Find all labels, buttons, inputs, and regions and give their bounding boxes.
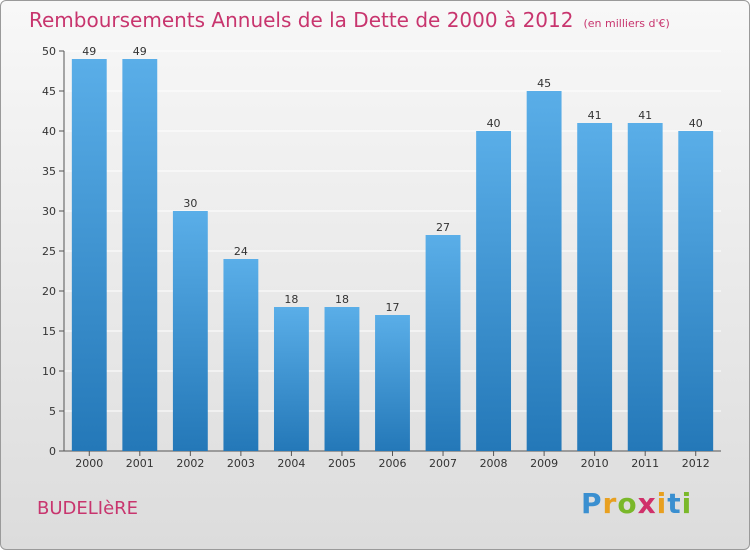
x-tick-label: 2012 xyxy=(682,457,710,470)
x-tick-label: 2007 xyxy=(429,457,457,470)
y-tick-label: 25 xyxy=(42,245,56,258)
x-tick-label: 2008 xyxy=(480,457,508,470)
data-label: 49 xyxy=(82,45,96,58)
data-label: 40 xyxy=(689,117,703,130)
bar xyxy=(375,315,410,451)
chart-title-row: Remboursements Annuels de la Dette de 20… xyxy=(29,8,670,32)
x-tick-label: 2001 xyxy=(126,457,154,470)
bar xyxy=(71,59,107,451)
x-tick-label: 2004 xyxy=(277,457,305,470)
y-tick-label: 5 xyxy=(49,405,56,418)
data-label: 27 xyxy=(436,221,450,234)
data-label: 41 xyxy=(638,109,652,122)
x-tick-label: 2009 xyxy=(530,457,558,470)
logo-letter: o xyxy=(617,487,638,520)
data-label: 18 xyxy=(284,293,298,306)
logo-letter: t xyxy=(667,487,682,520)
y-tick-label: 20 xyxy=(42,285,56,298)
x-tick-label: 2005 xyxy=(328,457,356,470)
data-label: 40 xyxy=(487,117,501,130)
bar xyxy=(324,307,360,451)
logo-letter: r xyxy=(602,487,618,520)
y-tick-label: 30 xyxy=(42,205,56,218)
chart-subtitle: (en milliers d'€) xyxy=(583,17,670,30)
y-tick-label: 15 xyxy=(42,325,56,338)
chart-title: Remboursements Annuels de la Dette de 20… xyxy=(29,8,574,32)
data-label: 24 xyxy=(234,245,248,258)
bars xyxy=(71,59,714,451)
logo-letter: x xyxy=(637,487,657,520)
proxiti-logo[interactable]: Proxiti xyxy=(581,487,692,520)
commune-name: BUDELIèRE xyxy=(37,498,139,519)
logo-letter: i xyxy=(681,487,693,520)
bar xyxy=(526,91,562,451)
x-tick-label: 2006 xyxy=(379,457,407,470)
data-label: 49 xyxy=(133,45,147,58)
x-tick-label: 2002 xyxy=(176,457,204,470)
bar xyxy=(223,259,259,451)
data-label: 45 xyxy=(537,77,551,90)
data-label: 17 xyxy=(386,301,400,314)
y-tick-label: 40 xyxy=(42,125,56,138)
y-tick-label: 45 xyxy=(42,85,56,98)
labels: 0 5 10 15 20 25 30 35 40 45 50 49 2000 49 2001 30 2002 24… xyxy=(42,45,710,470)
bar xyxy=(172,211,208,451)
data-label: 41 xyxy=(588,109,602,122)
bar xyxy=(627,123,663,451)
bar xyxy=(577,123,613,451)
x-tick-label: 2010 xyxy=(581,457,609,470)
x-tick-label: 2003 xyxy=(227,457,255,470)
logo-letter: P xyxy=(581,487,603,520)
y-tick-label: 35 xyxy=(42,165,56,178)
bar xyxy=(273,307,309,451)
y-tick-label: 50 xyxy=(42,45,56,58)
bar xyxy=(425,235,461,451)
bar xyxy=(476,131,512,451)
bar xyxy=(678,131,714,451)
data-label: 30 xyxy=(183,197,197,210)
y-tick-label: 10 xyxy=(42,365,56,378)
bar xyxy=(122,59,158,451)
x-tick-label: 2011 xyxy=(631,457,659,470)
data-label: 18 xyxy=(335,293,349,306)
y-tick-label: 0 xyxy=(49,445,56,458)
x-tick-label: 2000 xyxy=(75,457,103,470)
logo-letter: i xyxy=(656,487,668,520)
